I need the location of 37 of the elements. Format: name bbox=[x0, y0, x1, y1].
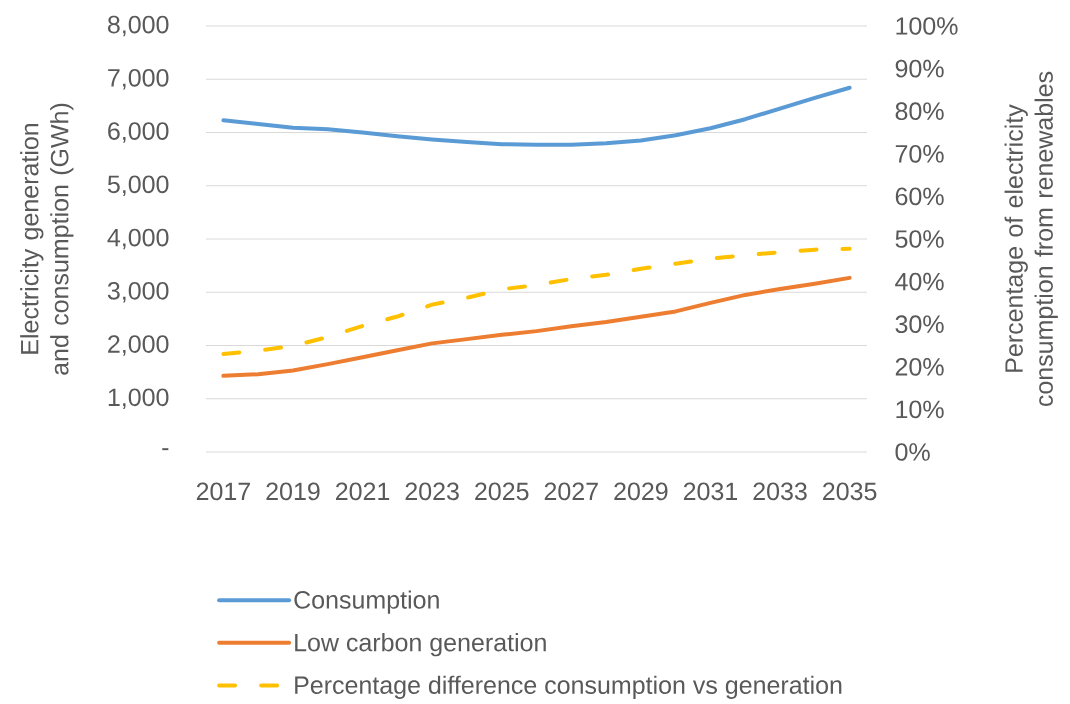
legend-label: Percentage difference consumption vs generation bbox=[295, 675, 842, 699]
y-tick-label: 3,000 bbox=[107, 281, 169, 303]
y2-tick-label: 100% bbox=[896, 17, 958, 35]
x-tick-label: 2027 bbox=[544, 482, 598, 501]
x-tick-label: 2033 bbox=[753, 482, 807, 501]
y-tick-label: 1,000 bbox=[108, 388, 169, 410]
legend-label: Consumption bbox=[294, 590, 439, 614]
y2-tick-label: 40% bbox=[895, 272, 944, 291]
y2-tick-label: 30% bbox=[895, 315, 944, 334]
x-tick-label: 2019 bbox=[266, 482, 320, 501]
x-tick-label: 2035 bbox=[823, 482, 877, 501]
x-tick-label: 2021 bbox=[336, 482, 390, 501]
y2-tick-label: 90% bbox=[895, 59, 944, 78]
x-tick-label: 2025 bbox=[475, 482, 529, 501]
y2-axis-title: Percentage of electricity consumption from renewables bbox=[1004, 71, 1058, 407]
y2-tick-label: 20% bbox=[895, 357, 944, 376]
y2-tick-label: 50% bbox=[895, 230, 944, 248]
x-tick-label: 2023 bbox=[405, 482, 459, 501]
y-tick-label: 2,000 bbox=[108, 335, 169, 356]
y-axis-title: Electricity generation and consumption (GWh) bbox=[20, 103, 74, 375]
y-tick-label: 4,000 bbox=[107, 228, 169, 250]
line-series bbox=[221, 246, 852, 357]
x-tick-label: 2031 bbox=[683, 482, 738, 501]
y-tick-label: 8,000 bbox=[107, 15, 169, 37]
y2-tick-label: 70% bbox=[895, 144, 944, 163]
y-tick-label: 5,000 bbox=[107, 175, 169, 197]
y2-tick-label: 0% bbox=[895, 443, 930, 461]
y2-tick-label: 80% bbox=[895, 102, 944, 121]
x-tick-label: 2017 bbox=[196, 482, 250, 501]
y2-tick-label: 10% bbox=[896, 400, 944, 419]
y-tick-label: 6,000 bbox=[108, 122, 169, 143]
x-tick-label: 2029 bbox=[614, 482, 668, 501]
y-tick-label: 7,000 bbox=[108, 68, 169, 90]
y2-tick-label: 60% bbox=[895, 187, 944, 206]
legend-label: Low carbon generation bbox=[295, 633, 546, 657]
line-series bbox=[221, 275, 852, 378]
y-tick-label: - bbox=[162, 448, 169, 451]
